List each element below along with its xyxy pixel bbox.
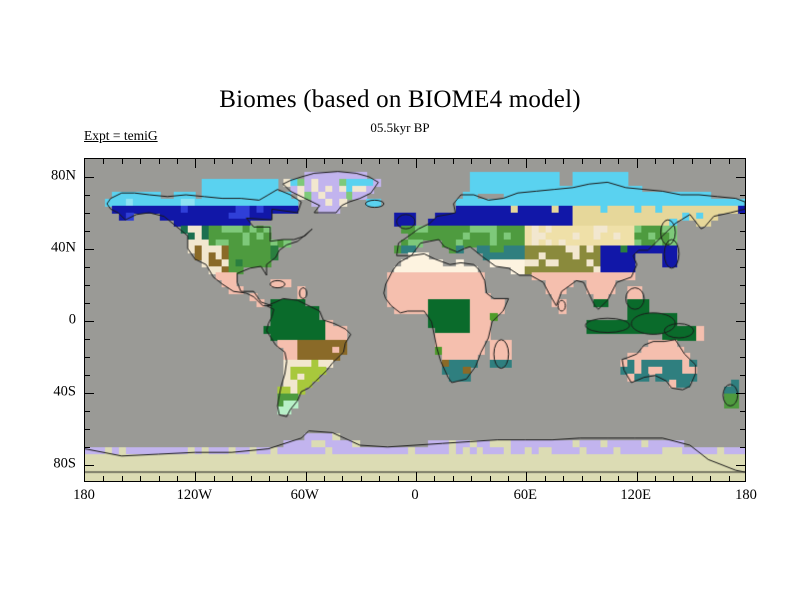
y-axis-tick-label: 0 — [68, 311, 76, 328]
y-axis-tick-label: 80N — [51, 167, 76, 184]
y-axis-tick-label: 40N — [51, 239, 76, 256]
x-axis-tick-label: 180 — [73, 487, 95, 503]
y-axis-tick-label: 80S — [53, 455, 76, 472]
biome-map-raster — [85, 159, 745, 481]
x-axis-tick-label: 120E — [620, 487, 651, 503]
page-title: Biomes (based on BIOME4 model) — [219, 86, 581, 113]
x-axis-tick-label: 120W — [176, 487, 213, 503]
figure-subtitle: 05.5kyr BP — [370, 120, 430, 135]
experiment-label: Expt = temiG — [84, 128, 158, 143]
map-plot-area[interactable] — [84, 158, 746, 482]
y-axis-tick-label: 40S — [53, 383, 76, 400]
x-axis-tick-label: 60E — [513, 487, 538, 503]
x-axis-tick-label: 180 — [735, 487, 757, 503]
x-axis-tick-label: 60W — [290, 487, 319, 503]
x-axis-tick-label: 0 — [411, 487, 419, 503]
